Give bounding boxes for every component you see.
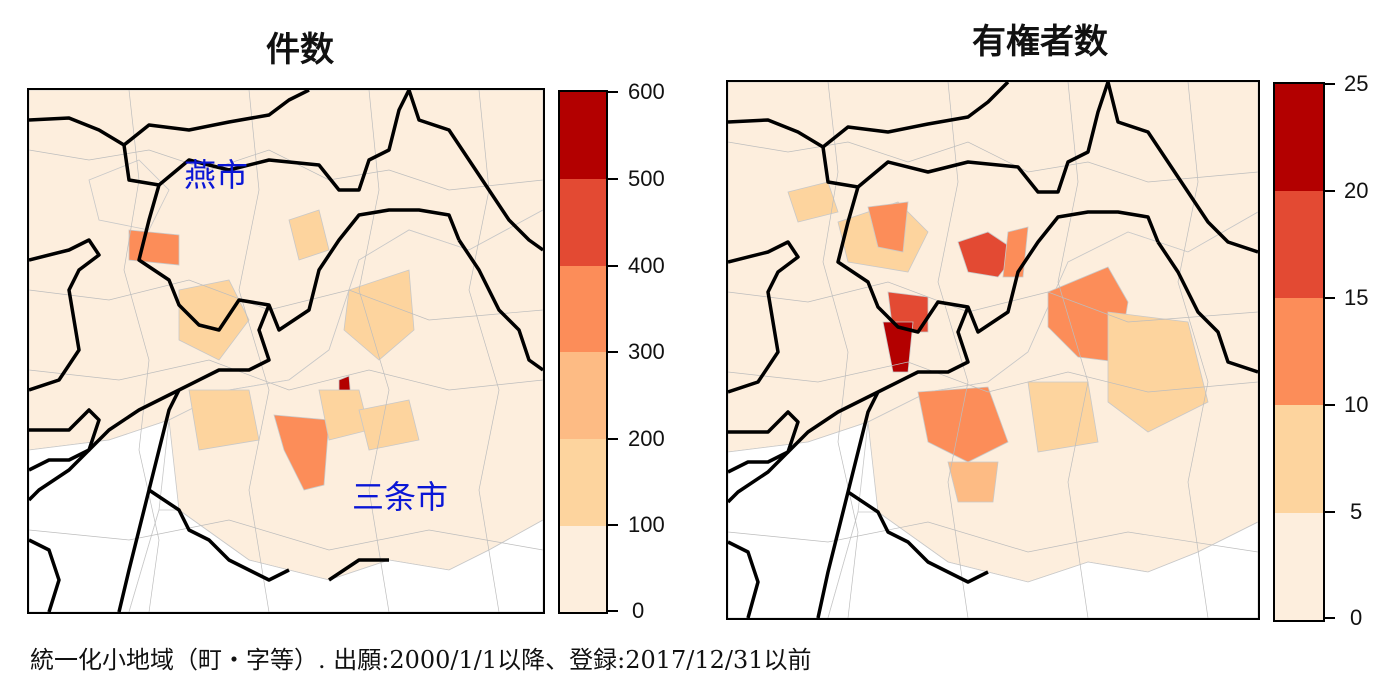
left-legend-label-200: 200 bbox=[628, 426, 665, 451]
right-legend-tick bbox=[1323, 297, 1335, 299]
right-map-subregion-lines bbox=[728, 82, 1258, 618]
right-legend-tick bbox=[1323, 511, 1335, 513]
right-legend-swatch-3 bbox=[1275, 191, 1323, 298]
left-legend-label-600: 600 bbox=[628, 79, 665, 104]
left-legend-tick bbox=[606, 91, 618, 93]
right-legend-label-15: 15 bbox=[1344, 285, 1369, 310]
left-map-title: 件数 bbox=[266, 30, 334, 70]
left-legend-swatch-0 bbox=[560, 526, 606, 612]
city-label-sanjo: 三条市 bbox=[352, 478, 449, 516]
left-legend-label-400: 400 bbox=[628, 253, 665, 278]
left-legend-tick bbox=[606, 351, 618, 353]
left-legend-tick bbox=[606, 178, 618, 180]
right-legend-label-5: 5 bbox=[1350, 499, 1363, 524]
left-legend-tick bbox=[606, 265, 618, 267]
left-legend-tick bbox=[606, 438, 618, 440]
right-choropleth-map bbox=[726, 80, 1260, 620]
right-legend-swatch-2 bbox=[1275, 298, 1323, 405]
left-legend-tick bbox=[606, 524, 618, 526]
left-color-legend bbox=[558, 90, 608, 614]
right-map-title: 有権者数 bbox=[972, 22, 1108, 62]
right-legend-tick bbox=[1323, 617, 1335, 619]
right-map-municipal-boundaries bbox=[728, 82, 1258, 618]
left-legend-swatch-4 bbox=[560, 179, 606, 266]
right-legend-label-20: 20 bbox=[1344, 178, 1369, 203]
left-legend-tick bbox=[606, 610, 618, 612]
right-legend-label-25: 25 bbox=[1344, 71, 1369, 96]
right-legend-swatch-4 bbox=[1275, 84, 1323, 191]
left-legend-swatch-5 bbox=[560, 92, 606, 179]
right-legend-tick bbox=[1323, 83, 1335, 85]
left-map-regions bbox=[29, 90, 543, 612]
right-color-legend bbox=[1273, 82, 1325, 622]
right-map-regions bbox=[728, 82, 1258, 618]
right-legend-label-10: 10 bbox=[1344, 392, 1369, 417]
left-legend-label-0: 0 bbox=[632, 598, 645, 623]
right-legend-swatch-1 bbox=[1275, 405, 1323, 513]
right-legend-label-0: 0 bbox=[1350, 605, 1363, 630]
left-map-municipal-boundaries bbox=[29, 90, 543, 612]
left-legend-swatch-1 bbox=[560, 439, 606, 526]
left-legend-swatch-3 bbox=[560, 266, 606, 352]
right-legend-tick bbox=[1323, 190, 1335, 192]
right-legend-swatch-0 bbox=[1275, 513, 1323, 620]
source-footnote: 統一化小地域（町・字等）. 出願:2000/1/1以降、登録:2017/12/3… bbox=[30, 646, 812, 674]
left-legend-label-100: 100 bbox=[628, 512, 665, 537]
right-legend-tick bbox=[1323, 404, 1335, 406]
left-choropleth-map bbox=[27, 88, 545, 614]
city-label-tsubame: 燕市 bbox=[184, 156, 249, 194]
left-legend-label-500: 500 bbox=[628, 166, 665, 191]
left-legend-swatch-2 bbox=[560, 352, 606, 439]
left-legend-label-300: 300 bbox=[628, 339, 665, 364]
